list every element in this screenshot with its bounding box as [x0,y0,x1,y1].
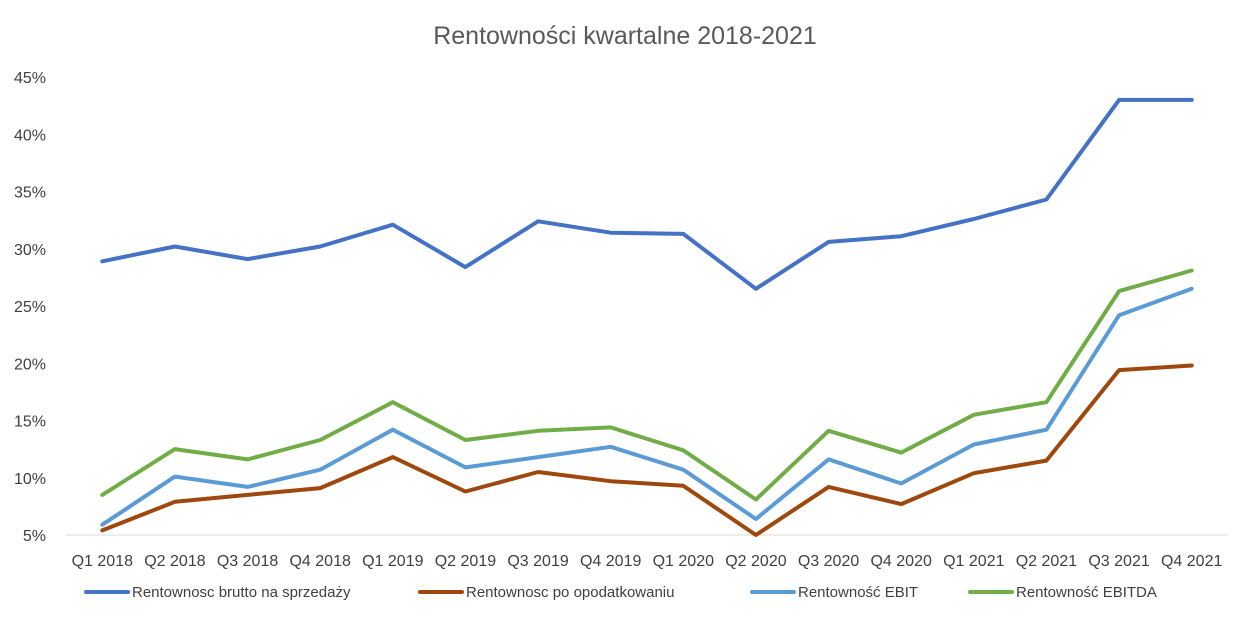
series-line-1 [100,97,1194,291]
y-tick-label: 10% [14,471,46,488]
y-tick-label: 40% [14,127,46,144]
x-tick-label: Q3 2020 [798,553,859,570]
y-tick-label: 35% [14,185,46,202]
y-tick-label: 30% [14,242,46,259]
y-tick-label: 15% [14,414,46,431]
x-tick-label: Q4 2020 [870,553,931,570]
x-tick-label: Q4 2021 [1161,553,1222,570]
x-tick-label: Q2 2018 [144,553,205,570]
legend: Rentownosc brutto na sprzedaży Rentownosc… [84,584,1157,601]
x-tick-label: Q2 2021 [1016,553,1077,570]
x-tick-label: Q1 2019 [362,553,423,570]
legend-label-2: Rentownosc po opodatkowaniu [466,584,674,601]
x-tick-label: Q3 2018 [217,553,278,570]
chart-title: Rentowności kwartalne 2018-2021 [433,22,817,50]
x-tick-label: Q3 2019 [507,553,568,570]
y-tick-label: 20% [14,356,46,373]
series-lines [100,97,1194,537]
y-tick-label: 5% [23,528,46,545]
series-line-2 [100,363,1194,537]
x-tick-label: Q4 2018 [289,553,350,570]
y-axis-labels: 5% 10% 15% 20% 25% 30% 35% 40% 45% [14,70,46,545]
legend-label-1: Rentownosc brutto na sprzedaży [132,584,351,601]
legend-label-4: Rentowność EBITDA [1016,584,1157,601]
x-tick-label: Q1 2020 [653,553,714,570]
x-tick-label: Q1 2021 [943,553,1004,570]
y-tick-label: 45% [14,70,46,87]
x-axis-labels: Q1 2018 Q2 2018 Q3 2018 Q4 2018 Q1 2019 Q2 20… [72,553,1223,570]
y-tick-label: 25% [14,299,46,316]
legend-label-3: Rentowność EBIT [798,584,918,601]
series-line-3 [100,286,1194,527]
x-tick-label: Q3 2021 [1088,553,1149,570]
x-tick-label: Q4 2019 [580,553,641,570]
series-line-4 [100,268,1194,502]
x-tick-label: Q2 2020 [725,553,786,570]
x-tick-label: Q1 2018 [72,553,133,570]
x-tick-label: Q2 2019 [435,553,496,570]
